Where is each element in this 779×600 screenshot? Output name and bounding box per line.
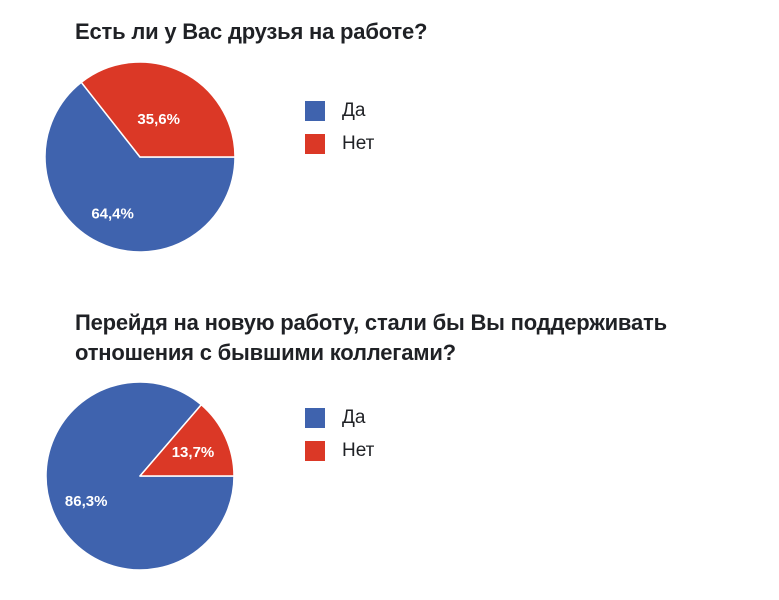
chart-1-title: Есть ли у Вас друзья на работе? [75, 17, 427, 47]
legend-label-no: Нет [342, 133, 375, 154]
chart-2-title: Перейдя на новую работу, стали бы Вы под… [75, 308, 667, 368]
pie-slice-Да [44, 81, 236, 253]
pie-slice-Нет [139, 403, 235, 477]
legend-swatch-yes [305, 408, 325, 428]
legend-swatch-no [305, 441, 325, 461]
pie-value-label: 86,3% [65, 493, 108, 510]
chart-1-title-line: Есть ли у Вас друзья на работе? [75, 19, 428, 44]
legend-label-yes: Да [342, 407, 366, 428]
chart-2-legend-item-yes: Да [305, 408, 374, 428]
pie-value-label: 35,6% [137, 111, 180, 128]
legend-swatch-yes [305, 101, 325, 121]
pie-value-label: 13,7% [172, 444, 215, 461]
chart-2-title-line-2: отношения с бывшими коллегами? [75, 340, 456, 365]
chart-2-legend-item-no: Нет [305, 441, 374, 461]
chart-2-title-line-1: Перейдя на новую работу, стали бы Вы под… [75, 310, 667, 335]
chart-1-legend-item-no: Нет [305, 134, 374, 154]
legend-swatch-no [305, 134, 325, 154]
legend-label-no: Нет [342, 440, 375, 461]
chart-1-legend-item-yes: Да [305, 101, 374, 121]
chart-2-legend: Да Нет [305, 408, 374, 461]
pie-value-label: 64,4% [91, 206, 134, 223]
pie-slice-Нет [80, 61, 236, 158]
pie-chart-1: 64,4% 35,6% [44, 61, 236, 253]
pie-chart-2: 86,3% 13,7% [45, 381, 235, 571]
chart-1-legend: Да Нет [305, 101, 374, 154]
legend-label-yes: Да [342, 100, 366, 121]
